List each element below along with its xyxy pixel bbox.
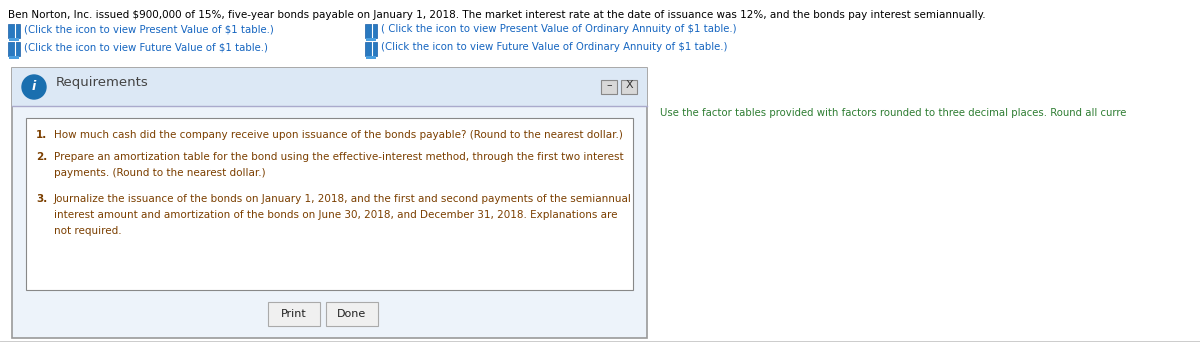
- Text: Journalize the issuance of the bonds on January 1, 2018, and the first and secon: Journalize the issuance of the bonds on …: [54, 194, 632, 204]
- Text: Print: Print: [281, 309, 306, 319]
- Bar: [268, 302, 319, 326]
- Text: Use the factor tables provided with factors rounded to three decimal places. Rou: Use the factor tables provided with fact…: [660, 108, 1127, 118]
- Bar: [365, 42, 377, 56]
- Text: 2.: 2.: [36, 152, 47, 162]
- Bar: [622, 80, 637, 94]
- Text: Prepare an amortization table for the bond using the effective-interest method, : Prepare an amortization table for the bo…: [54, 152, 624, 162]
- Bar: [12, 68, 647, 338]
- Text: (Click the icon to view Present Value of $1 table.): (Click the icon to view Present Value of…: [24, 24, 274, 34]
- Text: not required.: not required.: [54, 226, 121, 236]
- Text: interest amount and amortization of the bonds on June 30, 2018, and December 31,: interest amount and amortization of the …: [54, 210, 618, 220]
- Text: payments. (Round to the nearest dollar.): payments. (Round to the nearest dollar.): [54, 168, 265, 178]
- Bar: [26, 118, 634, 290]
- Text: Done: Done: [337, 309, 366, 319]
- Text: Requirements: Requirements: [56, 76, 149, 89]
- Bar: [8, 42, 20, 56]
- Text: X: X: [625, 80, 632, 90]
- Bar: [366, 38, 376, 41]
- Text: 1.: 1.: [36, 130, 47, 140]
- Bar: [601, 80, 617, 94]
- Text: Ben Norton, Inc. issued $900,000 of 15%, five-year bonds payable on January 1, 2: Ben Norton, Inc. issued $900,000 of 15%,…: [8, 10, 985, 20]
- Text: (Click the icon to view Future Value of Ordinary Annuity of $1 table.): (Click the icon to view Future Value of …: [382, 42, 727, 52]
- Circle shape: [22, 75, 46, 99]
- Text: –: –: [606, 80, 612, 90]
- Text: i: i: [32, 81, 36, 94]
- Text: How much cash did the company receive upon issuance of the bonds payable? (Round: How much cash did the company receive up…: [54, 130, 623, 140]
- Bar: [365, 24, 377, 38]
- Bar: [366, 56, 376, 59]
- Bar: [12, 68, 647, 106]
- Bar: [10, 56, 19, 59]
- Text: 3.: 3.: [36, 194, 47, 204]
- Text: (Click the icon to view Future Value of $1 table.): (Click the icon to view Future Value of …: [24, 42, 268, 52]
- Bar: [8, 24, 20, 38]
- Bar: [10, 38, 19, 41]
- Text: ( Click the icon to view Present Value of Ordinary Annuity of $1 table.): ( Click the icon to view Present Value o…: [382, 24, 737, 34]
- Bar: [325, 302, 378, 326]
